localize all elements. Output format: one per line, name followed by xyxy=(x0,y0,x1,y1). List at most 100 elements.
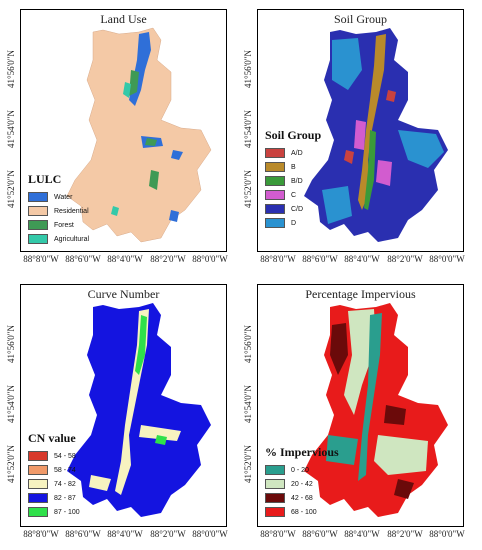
x-tick: 88°2'0"W xyxy=(150,529,186,539)
legend-item: 74 - 82 xyxy=(28,477,80,491)
legend-item: Agricultural xyxy=(28,232,89,246)
x-axis-ticks: 88°8'0"W 88°6'0"W 88°4'0"W 88°2'0"W 88°0… xyxy=(257,529,464,541)
legend-label: Forest xyxy=(54,221,74,229)
cn-74-82 xyxy=(89,475,111,491)
impervious-20-42 xyxy=(344,309,376,415)
x-tick: 88°8'0"W xyxy=(260,529,296,539)
x-tick: 88°4'0"W xyxy=(107,254,143,264)
x-tick: 88°6'0"W xyxy=(65,254,101,264)
y-tick: 41°56'0"N xyxy=(243,325,253,363)
y-axis-ticks: 41°56'0"N 41°54'0"N 41°52'0"N xyxy=(243,284,258,525)
legend-item: A/D xyxy=(265,146,321,160)
watershed-area xyxy=(67,303,211,517)
legend-item: Residential xyxy=(28,204,89,218)
y-tick: 41°56'0"N xyxy=(6,50,16,88)
map-title: Percentage Impervious xyxy=(305,287,416,301)
y-axis-ticks: 41°56'0"N 41°54'0"N 41°52'0"N xyxy=(6,284,21,525)
legend-label: Water xyxy=(54,193,73,201)
map-title: Curve Number xyxy=(87,287,160,301)
impervious-0-20 xyxy=(326,435,358,465)
legend-label: B xyxy=(291,163,296,171)
x-tick: 88°6'0"W xyxy=(302,529,338,539)
x-tick: 88°4'0"W xyxy=(344,529,380,539)
x-tick: 88°2'0"W xyxy=(150,254,186,264)
legend-label: 87 - 100 xyxy=(54,508,80,516)
x-axis-ticks: 88°8'0"W 88°6'0"W 88°4'0"W 88°2'0"W 88°0… xyxy=(20,254,228,266)
x-axis-ticks: 88°8'0"W 88°6'0"W 88°4'0"W 88°2'0"W 88°0… xyxy=(257,254,464,266)
y-axis-ticks: 41°56'0"N 41°54'0"N 41°52'0"N xyxy=(6,9,21,250)
legend-label: 82 - 87 xyxy=(54,494,76,502)
soil-d xyxy=(398,130,444,168)
cn-87-100 xyxy=(155,435,167,445)
legend-item: Water xyxy=(28,190,89,204)
agricultural-patch xyxy=(123,82,131,98)
legend-item: 58 - 74 xyxy=(28,463,80,477)
soil-ad xyxy=(386,90,396,102)
map-frame-soil-group: Soil Group xyxy=(257,9,464,252)
map-title: Land Use xyxy=(100,12,147,26)
legend-label: 20 - 42 xyxy=(291,480,313,488)
x-tick: 88°0'0"W xyxy=(192,254,228,264)
x-tick: 88°6'0"W xyxy=(302,254,338,264)
legend-item: 82 - 87 xyxy=(28,491,80,505)
legend-label: 74 - 82 xyxy=(54,480,76,488)
legend-item: C xyxy=(265,188,321,202)
y-tick: 41°52'0"N xyxy=(243,445,253,483)
map-frame-percentage-impervious: Percentage Impervious xyxy=(257,284,464,527)
x-tick: 88°2'0"W xyxy=(387,254,423,264)
legend-item: 68 - 100 xyxy=(265,505,339,519)
legend-item: B xyxy=(265,160,321,174)
legend-item: C/D xyxy=(265,202,321,216)
legend-label: A/D xyxy=(291,149,303,157)
soil-ad xyxy=(344,150,354,164)
legend-label: 54 - 58 xyxy=(54,452,76,460)
map-land-use xyxy=(66,27,212,243)
forest-patch xyxy=(145,138,157,146)
water-body xyxy=(171,150,183,160)
x-tick: 88°4'0"W xyxy=(107,529,143,539)
impervious-20-42 xyxy=(374,435,428,475)
y-tick: 41°56'0"N xyxy=(243,50,253,88)
map-legend: % Impervious 0 - 20 20 - 42 42 - 68 68 -… xyxy=(265,445,339,519)
y-tick: 41°52'0"N xyxy=(6,170,16,208)
soil-d xyxy=(322,186,352,224)
map-frame-curve-number: Curve Number xyxy=(20,284,227,527)
map-frame-land-use: Land Use xyxy=(20,9,227,252)
y-tick: 41°54'0"N xyxy=(6,385,16,423)
legend-label: 42 - 68 xyxy=(291,494,313,502)
legend-item: Forest xyxy=(28,218,89,232)
x-tick: 88°8'0"W xyxy=(260,254,296,264)
soil-bd xyxy=(364,130,376,210)
x-tick: 88°0'0"W xyxy=(192,529,228,539)
legend-title: LULC xyxy=(28,172,62,186)
panel-land-use: Land Use LULC Water Residential Forest A… xyxy=(0,0,241,275)
legend-label: 0 - 20 xyxy=(291,466,309,474)
map-legend: Soil Group A/D B B/D C C/D D xyxy=(265,128,321,230)
x-tick: 88°6'0"W xyxy=(65,529,101,539)
impervious-0-20 xyxy=(358,313,382,481)
legend-item: 20 - 42 xyxy=(265,477,339,491)
impervious-42-68 xyxy=(394,479,414,499)
soil-c xyxy=(376,160,392,186)
y-tick: 41°52'0"N xyxy=(243,170,253,208)
legend-label: C/D xyxy=(291,205,304,213)
water-body xyxy=(169,210,179,222)
y-axis-ticks: 41°56'0"N 41°54'0"N 41°52'0"N xyxy=(243,9,258,250)
impervious-42-68 xyxy=(384,405,406,425)
legend-item: 54 - 58 xyxy=(28,449,80,463)
legend-item: B/D xyxy=(265,174,321,188)
y-tick: 41°54'0"N xyxy=(243,110,253,148)
soil-b xyxy=(358,34,386,210)
forest-patch xyxy=(129,70,139,96)
panel-soil-group: Soil Group Soil Group A/D B B/D C C/D D … xyxy=(241,0,482,275)
map-legend: CN value 54 - 58 58 - 74 74 - 82 82 - 87… xyxy=(28,431,80,519)
legend-label: Residential xyxy=(54,207,89,215)
soil-c xyxy=(354,120,366,150)
y-tick: 41°54'0"N xyxy=(243,385,253,423)
cn-87-100 xyxy=(135,315,147,375)
panel-curve-number: Curve Number CN value 54 - 58 58 - 74 74… xyxy=(0,275,241,550)
map-soil-group xyxy=(304,28,448,242)
legend-label: 58 - 74 xyxy=(54,466,76,474)
legend-label: 68 - 100 xyxy=(291,508,317,516)
watershed-area xyxy=(66,27,212,243)
